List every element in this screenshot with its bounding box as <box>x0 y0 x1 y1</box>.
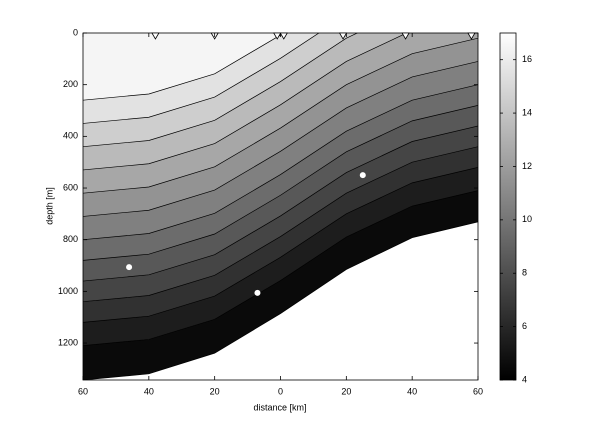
x-tick-label: 60 <box>473 386 483 396</box>
sample-point <box>126 264 133 271</box>
x-tick-label: 40 <box>407 386 417 396</box>
plot-area <box>83 33 478 380</box>
contour-band <box>83 126 478 302</box>
colorbar-tick-label: 12 <box>522 161 532 171</box>
y-tick-label: 800 <box>63 234 78 244</box>
contour-line <box>83 84 478 241</box>
colorbar-tick-label: 16 <box>522 54 532 64</box>
contour-line <box>83 33 408 171</box>
y-tick-label: 400 <box>63 131 78 141</box>
y-axis-label: depth [m] <box>44 187 54 225</box>
x-tick-label: 0 <box>278 386 283 396</box>
x-tick-label: 60 <box>78 386 88 396</box>
y-tick-label: 1000 <box>58 286 78 296</box>
station-marker <box>467 32 476 40</box>
sample-point <box>359 172 366 179</box>
contour-band <box>83 33 407 170</box>
colorbar-tick-label: 4 <box>522 374 527 384</box>
colorbar-tick-label: 8 <box>522 268 527 278</box>
colorbar-tick-label: 6 <box>522 321 527 331</box>
x-axis-label: distance [km] <box>253 402 306 412</box>
sample-point <box>254 289 261 296</box>
contour-line <box>83 105 478 261</box>
station-marker <box>273 32 282 40</box>
colorbar: 4 6 8 10 12 14 16 <box>499 32 532 384</box>
contour-band <box>83 84 478 261</box>
contour-band <box>83 146 478 323</box>
contour-band <box>83 190 478 380</box>
contour-line <box>83 190 478 346</box>
contour-line <box>83 125 478 282</box>
contour-line <box>83 37 478 194</box>
x-tick-label: 20 <box>341 386 351 396</box>
contour-band <box>83 33 358 147</box>
seafloor-line <box>83 221 478 380</box>
colorbar-fill <box>499 32 517 381</box>
x-tick-label: 40 <box>144 386 154 396</box>
contour-line <box>83 146 478 303</box>
station-marker <box>151 32 160 40</box>
y-tick-label: 600 <box>63 182 78 192</box>
x-tick-label: 20 <box>210 386 220 396</box>
y-tick-label: 1200 <box>58 337 78 347</box>
y-tick-label: 0 <box>73 27 78 37</box>
contour-band <box>83 33 284 101</box>
station-marker <box>279 32 288 40</box>
y-tick-label: 200 <box>63 79 78 89</box>
contour-band <box>83 61 478 240</box>
colorbar-tick-label: 14 <box>522 107 532 117</box>
contour-band <box>83 105 478 282</box>
contour-line <box>83 33 359 148</box>
contour-band <box>83 38 478 217</box>
colorbar-tick-label: 10 <box>522 214 532 224</box>
contour-line <box>83 167 478 323</box>
contour-line <box>83 33 320 124</box>
contour-line <box>83 61 478 217</box>
station-marker <box>401 32 410 40</box>
contour-band <box>83 33 478 194</box>
contour-band <box>83 167 478 346</box>
station-marker <box>338 32 348 40</box>
